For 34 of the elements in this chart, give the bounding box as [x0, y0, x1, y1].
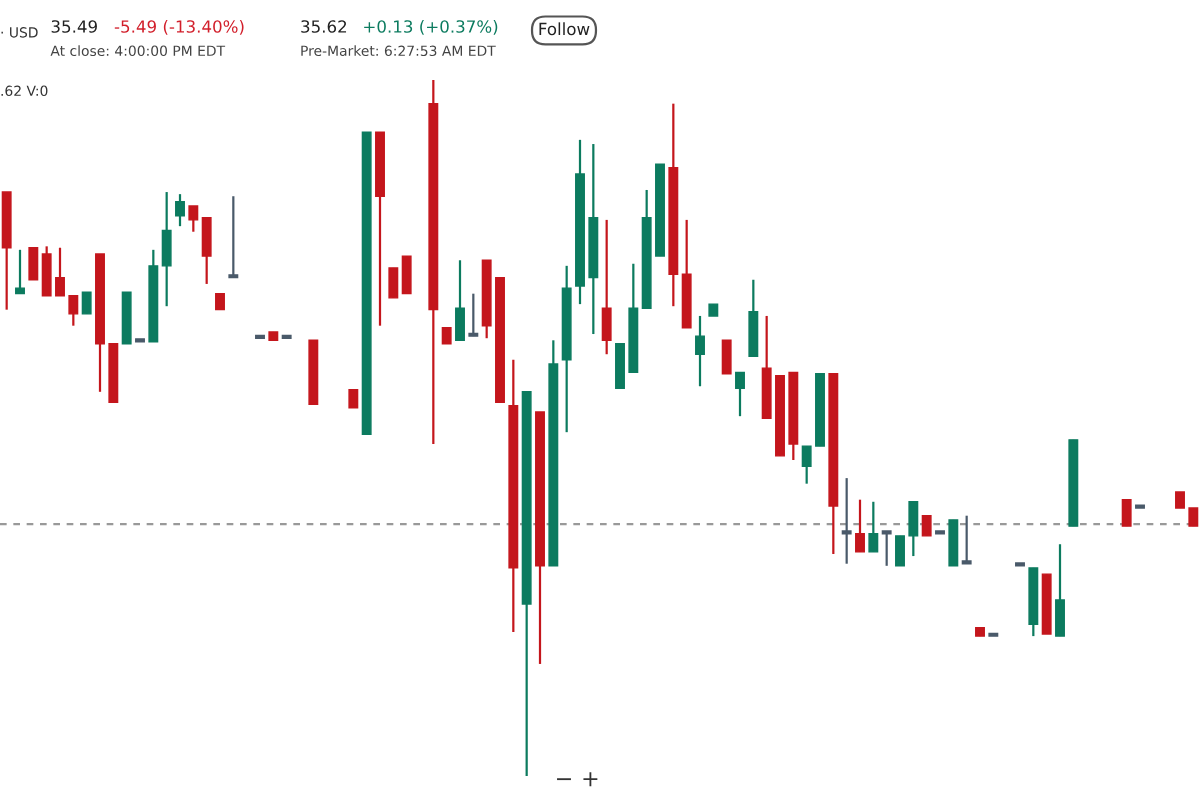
text: -5.49 (-13.40%): [114, 19, 244, 35]
candlestick: [388, 266, 399, 299]
candlestick: [721, 339, 732, 375]
text: Follow: [539, 22, 590, 36]
candlestick: [961, 514, 972, 565]
candlestick: [1121, 498, 1132, 528]
candlestick: [868, 500, 879, 553]
candlestick: [855, 498, 865, 553]
text: 35.62: [301, 20, 347, 33]
candlestick: [455, 259, 465, 342]
candlestick: [1055, 543, 1065, 638]
candlestick: [881, 530, 892, 567]
annotation: +: [583, 772, 598, 787]
candlestick: [228, 195, 239, 279]
candlestick: [601, 218, 612, 356]
candlestick: [15, 248, 25, 295]
text: −: [557, 778, 571, 781]
candlestick: [841, 477, 852, 565]
candlestick: [81, 291, 92, 315]
candlestick: [921, 514, 932, 537]
candlestick: [468, 292, 479, 338]
text: 35.49: [51, 20, 97, 33]
candlestick: [201, 216, 212, 286]
candlestick: [188, 204, 199, 233]
candlestick: [748, 278, 759, 358]
candlestick: [28, 247, 39, 281]
candlestick: [735, 371, 745, 418]
candlestick: [161, 190, 172, 308]
candlestick: [348, 389, 359, 409]
candlestick: [695, 314, 705, 388]
candlestick: [175, 193, 185, 228]
text: +0.13 (+0.37%): [364, 19, 498, 35]
candlestick: [401, 255, 412, 295]
candlestick: [948, 518, 959, 567]
